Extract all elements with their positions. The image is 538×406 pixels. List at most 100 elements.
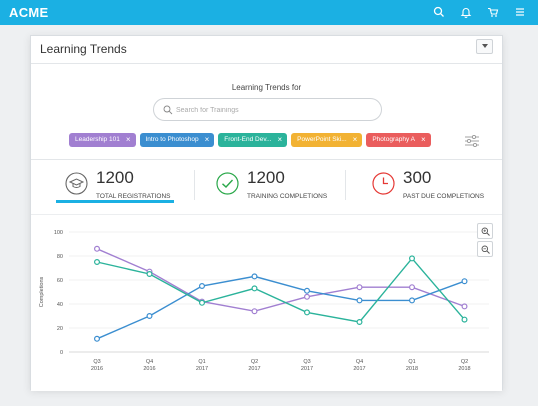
bell-icon[interactable] xyxy=(460,5,472,19)
chart-area: 0 20 40 60 80 100 Completions Q3 2016 Q4 2016 Q1 201… xyxy=(31,214,502,391)
stat-label: TRAINING COMPLETIONS xyxy=(247,193,328,200)
x-tick-label: 2017 xyxy=(301,366,313,372)
data-point xyxy=(461,316,468,323)
stat-separator xyxy=(194,170,195,200)
menu-icon[interactable] xyxy=(514,5,526,19)
x-tick-label: 2016 xyxy=(143,366,155,372)
data-point xyxy=(199,299,206,306)
remove-tag-icon[interactable]: × xyxy=(277,135,283,144)
learning-trends-chart: 020406080100CompletionsQ32016Q42016Q1201… xyxy=(39,230,489,372)
x-tick-label: Q1 xyxy=(198,359,205,365)
stats-row: 1200 TOTAL REGISTRATIONS 1200 TRAINING C… xyxy=(31,160,502,212)
graduation-cap-icon xyxy=(65,172,88,195)
series-line xyxy=(96,257,466,323)
y-tick-label: 20 xyxy=(57,326,63,332)
training-tag[interactable]: PowerPoint Ski... × xyxy=(291,133,363,147)
data-point xyxy=(356,284,363,291)
x-tick-label: Q2 xyxy=(251,359,258,365)
stat-label: PAST DUE COMPLETIONS xyxy=(403,193,485,200)
tag-label: Leadership 101 xyxy=(75,136,120,143)
series-line xyxy=(96,248,465,312)
filter-title: Learning Trends for xyxy=(231,83,302,92)
stat-separator xyxy=(345,170,346,200)
remove-tag-icon[interactable]: × xyxy=(421,135,426,144)
data-point xyxy=(251,308,258,315)
x-tick-label: 2018 xyxy=(406,366,418,372)
clock-icon xyxy=(372,172,395,195)
active-stat-indicator xyxy=(56,200,174,203)
training-tag[interactable]: Photography A × xyxy=(366,133,431,147)
training-tag[interactable]: Front-End Dev... × xyxy=(218,133,288,147)
chevron-down-icon xyxy=(482,44,488,48)
top-bar: ACME xyxy=(0,0,538,25)
data-point xyxy=(409,284,416,291)
tag-label: Intro to Photoshop xyxy=(145,136,199,143)
remove-tag-icon[interactable]: × xyxy=(204,135,210,144)
top-icons xyxy=(433,5,526,19)
training-tag[interactable]: Leadership 101 × xyxy=(69,133,136,147)
series-line xyxy=(96,275,465,340)
x-tick-label: Q3 xyxy=(303,359,310,365)
data-point xyxy=(461,303,468,310)
y-tick-label: 40 xyxy=(57,302,63,308)
zoom-in-icon xyxy=(481,227,490,236)
zoom-out-button[interactable] xyxy=(477,241,493,257)
x-tick-label: Q1 xyxy=(408,359,415,365)
data-point xyxy=(93,245,100,252)
panel-dropdown-button[interactable] xyxy=(476,39,493,54)
brand-logo[interactable]: ACME xyxy=(9,5,49,20)
x-tick-label: 2017 xyxy=(248,366,260,372)
search-icon xyxy=(163,105,173,115)
data-point xyxy=(146,270,153,277)
x-tick-label: Q4 xyxy=(146,359,153,365)
tag-label: Photography A xyxy=(372,136,415,143)
tag-label: PowerPoint Ski... xyxy=(297,136,347,143)
y-tick-label: 80 xyxy=(57,254,63,260)
y-tick-label: 0 xyxy=(60,350,63,356)
stat-value: 1200 xyxy=(96,168,134,187)
learning-trends-panel: Learning Trends Learning Trends for Lead… xyxy=(30,35,503,391)
data-point xyxy=(93,258,100,265)
data-point xyxy=(93,335,100,342)
divider xyxy=(31,159,502,160)
panel-header: Learning Trends xyxy=(31,36,502,64)
search-input[interactable] xyxy=(176,103,371,117)
search-icon[interactable] xyxy=(433,5,445,19)
data-point xyxy=(409,297,416,304)
cart-icon[interactable] xyxy=(487,5,499,19)
training-search xyxy=(153,98,382,121)
panel-title: Learning Trends xyxy=(40,42,127,56)
data-point xyxy=(304,293,311,300)
tag-label: Front-End Dev... xyxy=(224,136,272,143)
data-point xyxy=(199,282,206,289)
data-point xyxy=(409,255,416,262)
x-tick-label: 2016 xyxy=(91,366,103,372)
check-circle-icon xyxy=(216,172,239,195)
y-tick-label: 60 xyxy=(57,278,63,284)
training-tag[interactable]: Intro to Photoshop × xyxy=(139,133,215,147)
data-point xyxy=(251,273,258,280)
stat-label: TOTAL REGISTRATIONS xyxy=(96,193,171,200)
x-tick-label: Q2 xyxy=(461,359,468,365)
stat-value: 300 xyxy=(403,168,432,187)
zoom-in-button[interactable] xyxy=(477,223,493,239)
data-point xyxy=(356,318,363,325)
y-tick-label: 100 xyxy=(54,230,63,236)
data-point xyxy=(356,297,363,304)
x-tick-label: 2017 xyxy=(196,366,208,372)
remove-tag-icon[interactable]: × xyxy=(352,135,358,144)
y-axis-label: Completions xyxy=(39,276,45,307)
data-point xyxy=(461,278,468,285)
data-point xyxy=(251,285,258,292)
x-tick-label: Q4 xyxy=(356,359,363,365)
data-point xyxy=(304,287,311,294)
remove-tag-icon[interactable]: × xyxy=(125,135,131,144)
x-tick-label: Q3 xyxy=(93,359,100,365)
stat-value: 1200 xyxy=(247,168,285,187)
x-tick-label: 2018 xyxy=(458,366,470,372)
filter-settings-icon[interactable] xyxy=(464,133,480,149)
zoom-out-icon xyxy=(481,245,490,254)
x-tick-label: 2017 xyxy=(353,366,365,372)
data-point xyxy=(304,309,311,316)
data-point xyxy=(146,312,153,319)
